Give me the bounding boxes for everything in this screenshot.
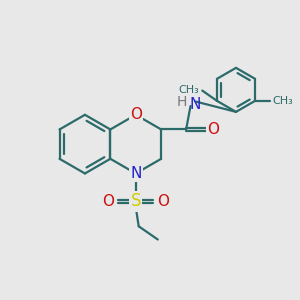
Text: CH₃: CH₃ (272, 96, 293, 106)
Text: O: O (157, 194, 169, 209)
Text: O: O (207, 122, 219, 137)
Text: O: O (103, 194, 115, 209)
Text: S: S (130, 192, 141, 210)
Text: O: O (130, 107, 142, 122)
Text: N: N (189, 97, 201, 112)
Text: CH₃: CH₃ (178, 85, 199, 95)
Text: N: N (130, 166, 142, 181)
Text: H: H (177, 95, 188, 110)
